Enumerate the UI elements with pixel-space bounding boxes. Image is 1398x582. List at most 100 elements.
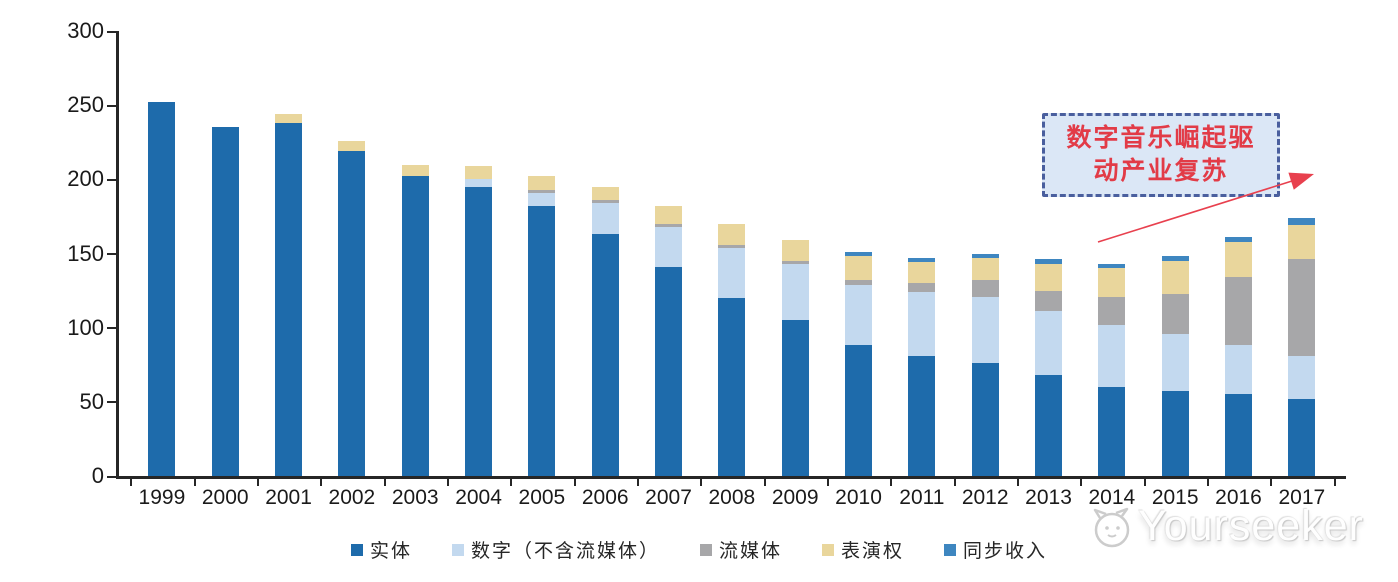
bar-segment-2012 (971, 257, 999, 281)
bar-segment-2008 (718, 298, 746, 476)
bar-segment-2012 (971, 363, 999, 476)
bar-segment-2010 (845, 280, 873, 285)
bar-segment-2010 (845, 252, 873, 257)
x-tick-label: 2014 (1088, 486, 1136, 509)
bar-segment-2011 (908, 355, 936, 476)
chart-legend: 实体 数字（不含流媒体） 流媒体 表演权 同步收入 (0, 536, 1398, 563)
bar-segment-2015 (1161, 256, 1189, 261)
x-tick-label: 2012 (961, 486, 1009, 509)
bar-segment-2011 (908, 257, 936, 263)
bar-segment-2008 (718, 223, 746, 245)
bar-segment-2010 (845, 345, 873, 476)
bar-segment-2006 (591, 186, 619, 201)
bar-segment-2006 (591, 200, 619, 204)
legend-item: 流媒体 (699, 536, 782, 563)
bar-segment-2008 (718, 247, 746, 298)
x-axis-tick (763, 478, 766, 486)
x-axis-tick (1143, 478, 1146, 486)
y-axis-line (116, 31, 119, 479)
x-axis-tick (826, 478, 829, 486)
bar-segment-2014 (1098, 387, 1126, 476)
legend-item: 实体 (350, 536, 412, 563)
annotation-text-line2: 动产业复苏 (1093, 158, 1229, 185)
y-tick-label: 250 (67, 92, 104, 118)
x-tick-label: 2005 (518, 486, 566, 509)
y-axis-tick (107, 401, 116, 404)
bar-segment-2017 (1288, 259, 1316, 356)
x-axis-line (116, 476, 1346, 479)
x-tick-label: 2015 (1151, 486, 1199, 509)
x-tick-label: 2000 (201, 486, 249, 509)
bar-segment-2016 (1225, 394, 1252, 476)
yourseeker-logo-icon (1093, 507, 1130, 548)
y-tick-label: 300 (67, 18, 104, 43)
x-axis-tick (130, 478, 133, 486)
bar-segment-2013 (1035, 290, 1063, 312)
x-tick-label: 2008 (708, 486, 756, 509)
x-tick-label: 2010 (835, 486, 882, 509)
y-tick-label: 100 (67, 314, 104, 340)
legend-label: 同步收入 (963, 541, 1048, 562)
y-axis-tick (107, 30, 116, 33)
y-tick-label: 0 (91, 463, 104, 488)
bar-segment-2014 (1098, 268, 1126, 297)
bar-segment-2010 (845, 284, 873, 346)
x-axis-tick (1016, 478, 1019, 486)
bar-segment-2004 (465, 165, 493, 180)
x-axis-tick (1206, 478, 1209, 486)
watermark-text: Yourseeker (1138, 501, 1364, 550)
x-tick-label: 2007 (645, 486, 692, 509)
y-axis-tick (107, 327, 116, 330)
x-axis-tick (1333, 478, 1336, 486)
bar-segment-2007 (655, 226, 683, 267)
watermark: Yourseeker (1082, 498, 1364, 554)
x-axis-tick (383, 478, 386, 486)
bar-segment-2009 (781, 240, 809, 261)
y-tick-label: 200 (67, 166, 104, 192)
x-axis-tick (1080, 478, 1083, 486)
x-axis-tick (573, 478, 576, 486)
bar-segment-2009 (781, 260, 809, 264)
bar-segment-2013 (1035, 263, 1063, 291)
x-tick-label: 1999 (138, 486, 186, 509)
bar-segment-2004 (465, 179, 493, 187)
legend-label: 数字（不含流媒体） (470, 541, 660, 562)
bar-segment-2011 (908, 283, 936, 293)
x-tick-label: 2016 (1215, 486, 1262, 509)
legend-swatch-icon (944, 543, 957, 556)
legend-item: 数字（不含流媒体） (451, 536, 660, 563)
bar-segment-2005 (528, 176, 556, 190)
bar-segment-2002 (338, 140, 366, 152)
legend-label: 实体 (369, 541, 412, 562)
bar-segment-2016 (1225, 237, 1252, 242)
x-axis-tick (1270, 478, 1273, 486)
x-axis-tick (510, 478, 513, 486)
annotation-arrowhead-icon (1288, 172, 1314, 190)
legend-item: 同步收入 (944, 536, 1047, 563)
bar-segment-2011 (908, 292, 936, 356)
bar-segment-2014 (1098, 324, 1126, 387)
y-axis-tick (107, 253, 116, 255)
bar-segment-2006 (591, 203, 619, 235)
bar-segment-2015 (1161, 391, 1189, 476)
y-tick-label: 150 (67, 240, 104, 266)
bar-segment-2014 (1098, 296, 1126, 325)
x-axis-tick (256, 478, 259, 486)
x-tick-label: 2009 (771, 486, 819, 509)
legend-swatch-icon (822, 543, 834, 556)
bar-segment-2009 (781, 263, 809, 321)
bar-segment-2015 (1161, 333, 1189, 392)
legend-swatch-icon (699, 543, 712, 556)
y-axis-tick (107, 104, 116, 107)
x-tick-label: 2013 (1025, 486, 1072, 509)
y-tick-label: 50 (79, 388, 104, 414)
bar-segment-2017 (1288, 225, 1316, 260)
annotation-box: 数字音乐崛起驱 动产业复苏 (1042, 113, 1280, 197)
x-axis-tick (700, 478, 703, 486)
bar-segment-2001 (275, 114, 303, 123)
bar-segment-2015 (1161, 293, 1189, 334)
x-tick-label: 2004 (455, 486, 502, 509)
bar-segment-2017 (1288, 217, 1316, 226)
bar-segment-2012 (971, 296, 999, 364)
